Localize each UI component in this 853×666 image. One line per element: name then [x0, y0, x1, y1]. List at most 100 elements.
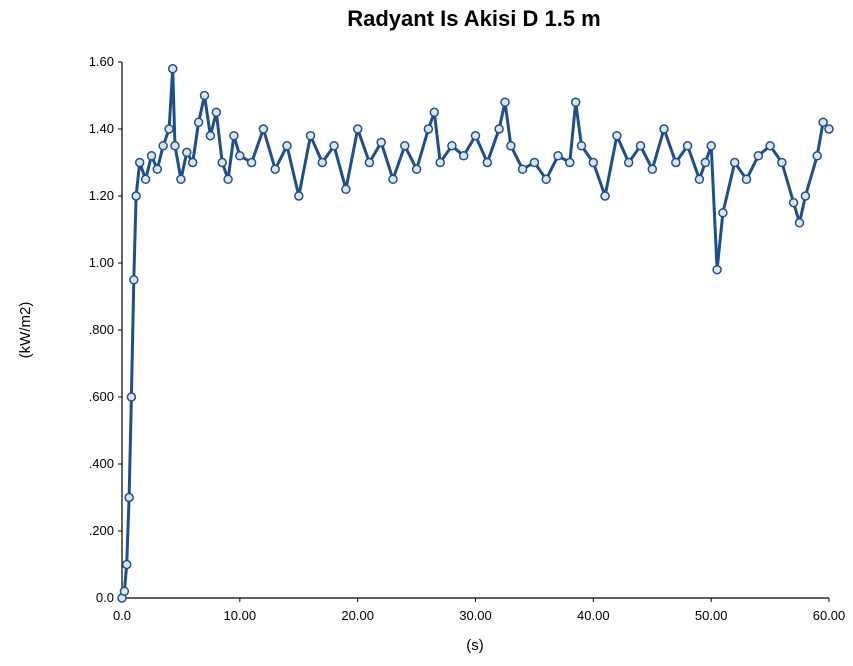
data-point: [812, 151, 822, 161]
data-point: [329, 141, 339, 151]
y-tick-label: .400: [89, 456, 114, 471]
data-point: [788, 197, 799, 208]
data-point: [129, 275, 139, 285]
y-tick-label: .200: [89, 523, 114, 538]
data-point: [211, 107, 222, 118]
data-point: [229, 130, 239, 141]
data-point: [187, 157, 198, 168]
axes: [121, 62, 829, 599]
data-point: [258, 124, 269, 134]
data-point: [270, 164, 280, 174]
data-point: [164, 124, 174, 134]
data-point: [576, 141, 587, 151]
data-point: [140, 174, 151, 185]
y-axis-label: (kW/m2): [17, 302, 34, 359]
x-tick-label: 30.00: [459, 608, 492, 623]
x-tick-label: 0.0: [113, 608, 131, 623]
y-tick-label: .600: [89, 389, 114, 404]
data-point: [565, 157, 575, 168]
data-point: [818, 117, 828, 128]
series-line: [120, 67, 831, 599]
x-axis-label: (s): [466, 637, 484, 654]
data-point: [777, 157, 787, 168]
data-point: [671, 157, 681, 168]
y-tick-label: 0.0: [96, 590, 114, 605]
data-point: [541, 174, 551, 185]
data-point: [553, 151, 563, 161]
data-point: [765, 141, 775, 151]
data-point: [131, 191, 141, 201]
data-point: [364, 157, 375, 168]
data-point: [146, 151, 157, 161]
x-tick-label: 60.00: [813, 608, 846, 623]
data-point: [800, 191, 811, 201]
data-point: [167, 63, 178, 74]
data-point: [282, 141, 292, 151]
data-point: [411, 164, 422, 174]
data-point: [588, 157, 599, 168]
data-point: [612, 130, 622, 141]
data-point: [217, 157, 227, 168]
data-point: [494, 124, 504, 134]
data-point: [400, 141, 410, 151]
data-point: [176, 174, 186, 185]
data-point: [317, 157, 328, 168]
y-tick-label: 1.20: [89, 188, 114, 203]
data-point: [794, 218, 805, 228]
y-tick-label: 1.60: [89, 54, 114, 69]
data-point: [126, 392, 137, 402]
data-point: [659, 124, 669, 134]
data-point: [623, 157, 634, 168]
data-point: [635, 141, 646, 151]
data-point: [570, 97, 581, 107]
data-point: [706, 141, 716, 151]
data-point: [517, 164, 528, 174]
data-point: [718, 208, 728, 218]
data-point: [124, 492, 134, 503]
data-point: [423, 124, 434, 134]
data-point: [170, 141, 180, 151]
y-tick-label: .800: [89, 322, 114, 337]
data-point: [119, 586, 130, 597]
data-point: [205, 130, 216, 141]
chart-title: Radyant Is Akisi D 1.5 m: [347, 6, 601, 31]
data-point: [182, 147, 192, 158]
data-point: [470, 130, 481, 141]
data-point: [600, 191, 610, 201]
y-tick-label: 1.40: [89, 121, 114, 136]
data-point: [134, 157, 145, 168]
x-tick-label: 10.00: [224, 608, 257, 623]
data-point: [341, 184, 351, 195]
data-point: [741, 174, 752, 185]
data-point: [121, 559, 132, 570]
y-ticks: 0.0 .200 .400 .600 .800 1.00 1.20 1.40 1.60: [89, 54, 122, 605]
data-point: [458, 151, 469, 161]
data-point: [500, 97, 510, 107]
data-point: [388, 174, 398, 185]
x-tick-label: 40.00: [577, 608, 610, 623]
data-point: [223, 174, 233, 185]
data-point: [429, 107, 440, 118]
data-point: [824, 124, 834, 134]
data-point: [246, 157, 257, 168]
x-tick-label: 20.00: [341, 608, 374, 623]
data-point: [753, 151, 764, 161]
data-point: [376, 137, 386, 148]
data-point: [193, 117, 204, 128]
data-point: [482, 157, 493, 168]
data-point: [435, 157, 445, 168]
y-tick-label: 1.00: [89, 255, 114, 270]
data-point: [529, 157, 540, 168]
data-point: [700, 157, 711, 168]
data-point: [647, 164, 658, 174]
data-point: [152, 164, 163, 174]
data-point: [235, 151, 245, 161]
data-point: [158, 141, 168, 151]
data-point: [506, 141, 516, 151]
x-ticks: 0.0 10.00 20.00 30.00 40.00 50.00 60.00: [113, 598, 845, 623]
data-point: [447, 141, 457, 151]
data-point: [712, 264, 722, 275]
data-point: [682, 141, 693, 151]
data-point: [305, 130, 316, 141]
